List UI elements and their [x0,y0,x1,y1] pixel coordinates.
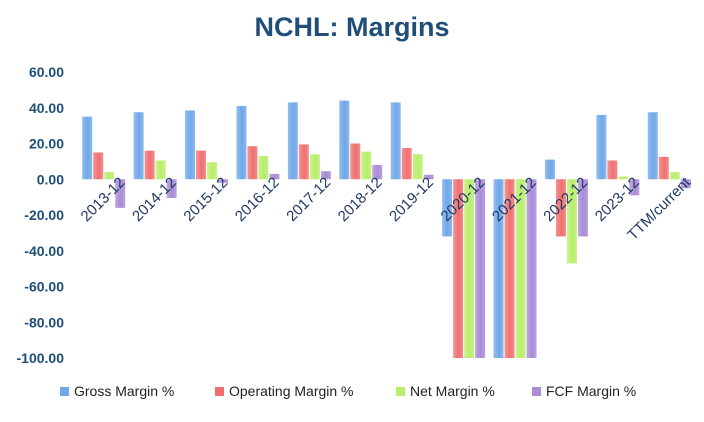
bar-operating-margin-TTM-current [658,156,669,180]
bar-operating-margin-2022-12 [555,179,566,237]
y-tick-label: -60.00 [24,279,64,295]
legend-item: FCF Margin % [532,383,636,399]
legend-swatch [215,386,224,396]
y-tick-label: -80.00 [24,314,64,330]
bar-net-margin-2016-12 [258,156,269,180]
bar-fcf-margin-TTM-current [680,179,691,189]
y-tick-label: 0.00 [37,171,64,187]
bar-gross-margin-2013-12 [82,116,93,180]
bar-operating-margin-2021-12 [504,179,515,358]
y-tick-label: -100.00 [17,350,65,366]
y-tick-label: 40.00 [29,100,64,116]
bar-fcf-margin-2021-12 [526,179,537,358]
bar-gross-margin-2015-12 [185,110,196,180]
y-tick-label: 20.00 [29,136,64,152]
bar-fcf-margin-2020-12 [475,179,486,358]
legend-label: Operating Margin % [229,383,354,399]
bar-net-margin-2023-12 [618,176,629,180]
bar-fcf-margin-2013-12 [115,179,126,208]
bar-operating-margin-2016-12 [247,146,258,180]
bar-gross-margin-2020-12 [442,179,453,237]
bar-fcf-margin-2015-12 [218,179,229,183]
legend: Gross Margin % Operating Margin % Net Marg… [0,383,704,407]
x-tick-label: 2014-12 [129,174,180,225]
bar-fcf-margin-2018-12 [372,164,383,180]
bar-gross-margin-2017-12 [287,102,298,180]
legend-label: Net Margin % [410,383,495,399]
legend-item: Operating Margin % [215,383,354,399]
legend-item: Gross Margin % [60,383,174,399]
bar-operating-margin-2013-12 [93,152,104,180]
bar-operating-margin-2020-12 [453,179,464,358]
x-tick-label: 2017-12 [283,174,334,225]
bar-net-margin-2013-12 [104,172,115,180]
bar-operating-margin-2017-12 [298,144,309,180]
legend-label: Gross Margin % [74,383,175,399]
bar-net-margin-2021-12 [515,179,526,358]
bar-gross-margin-2023-12 [596,114,607,180]
bar-gross-margin-2014-12 [133,112,144,180]
x-tick-label: 2019-12 [386,174,437,225]
bar-net-margin-2017-12 [309,154,320,180]
y-tick-label: -40.00 [24,243,64,259]
bar-operating-margin-2015-12 [196,150,207,180]
bar-fcf-margin-2016-12 [269,173,280,180]
bar-gross-margin-TTM-current [647,112,658,180]
chart-title: NCHL: Margins [254,12,450,42]
bar-net-margin-2022-12 [566,179,577,264]
bar-net-margin-2015-12 [207,162,218,180]
legend-swatch [396,386,405,396]
x-tick-label: 2018-12 [335,174,386,225]
bar-gross-margin-2018-12 [339,100,350,180]
bar-fcf-margin-2023-12 [629,179,640,196]
bar-gross-margin-2021-12 [493,179,504,358]
bar-gross-margin-2022-12 [544,159,555,180]
bar-fcf-margin-2019-12 [423,174,434,180]
legend-label: FCF Margin % [546,383,637,399]
bar-fcf-margin-2017-12 [320,171,331,180]
bar-net-margin-TTM-current [669,172,680,180]
bar-net-margin-2018-12 [361,151,372,180]
legend-item: Net Margin % [396,383,495,399]
y-tick-label: -20.00 [24,207,64,223]
bar-net-margin-2020-12 [464,179,475,358]
bar-fcf-margin-2022-12 [577,179,588,237]
x-tick-label: 2023-12 [592,174,643,225]
x-tick-label: 2016-12 [232,174,283,225]
bar-fcf-margin-2014-12 [166,179,177,199]
bar-gross-margin-2016-12 [236,105,247,180]
bar-net-margin-2019-12 [412,154,423,180]
bar-operating-margin-2014-12 [144,150,155,180]
bar-gross-margin-2019-12 [390,102,401,180]
legend-swatch [532,386,541,396]
bar-operating-margin-2023-12 [607,160,618,180]
bar-operating-margin-2018-12 [350,143,361,180]
legend-swatch [60,386,69,396]
x-tick-label: 2015-12 [180,174,231,225]
bar-net-margin-2014-12 [155,160,166,180]
bar-operating-margin-2019-12 [401,147,412,180]
y-tick-label: 60.00 [29,64,64,80]
